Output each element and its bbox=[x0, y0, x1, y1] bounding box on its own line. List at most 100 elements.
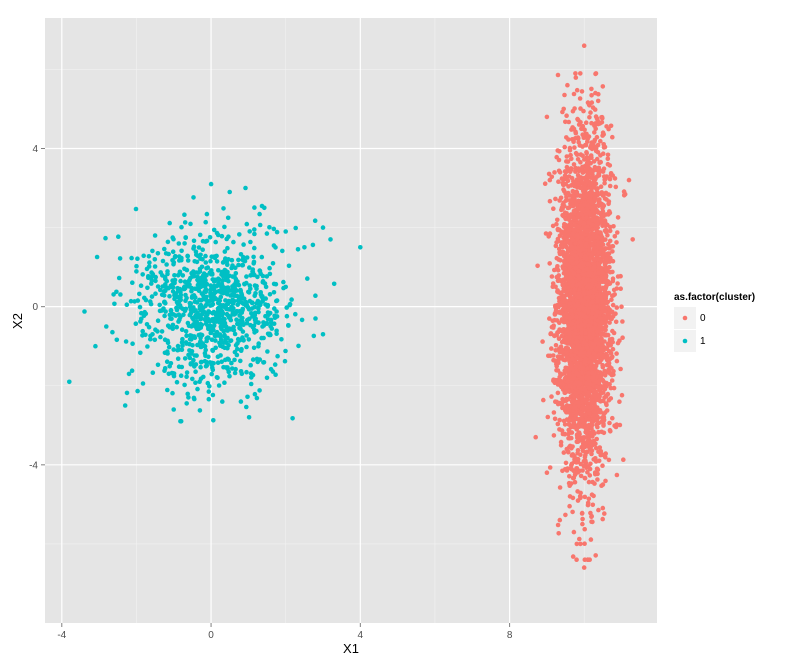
data-point-series-0 bbox=[553, 243, 559, 249]
data-point-series-1 bbox=[146, 275, 151, 281]
data-point-series-0 bbox=[607, 183, 613, 189]
data-point-series-0 bbox=[577, 419, 583, 425]
data-point-series-0 bbox=[557, 381, 563, 386]
data-point-series-1 bbox=[155, 251, 161, 256]
data-point-series-0 bbox=[565, 346, 571, 351]
data-point-series-0 bbox=[552, 170, 557, 175]
data-point-series-0 bbox=[591, 266, 596, 272]
data-point-series-0 bbox=[597, 385, 602, 391]
data-point-series-0 bbox=[611, 385, 617, 391]
data-point-series-0 bbox=[574, 541, 580, 547]
data-point-series-0 bbox=[612, 234, 618, 239]
data-point-series-0 bbox=[588, 193, 594, 198]
data-point-series-0 bbox=[581, 435, 586, 440]
data-point-series-0 bbox=[596, 203, 601, 209]
data-point-series-1 bbox=[195, 282, 201, 288]
data-point-series-1 bbox=[182, 212, 187, 217]
data-point-series-1 bbox=[237, 313, 242, 318]
data-point-series-0 bbox=[583, 330, 588, 336]
data-point-series-1 bbox=[153, 291, 158, 297]
data-point-series-1 bbox=[124, 302, 130, 308]
data-point-series-1 bbox=[222, 380, 227, 386]
data-point-series-1 bbox=[188, 310, 194, 316]
data-point-series-0 bbox=[580, 405, 586, 410]
data-point-series-0 bbox=[609, 372, 615, 378]
data-point-series-1 bbox=[263, 302, 268, 307]
data-point-series-1 bbox=[305, 276, 310, 281]
data-point-series-0 bbox=[579, 243, 584, 248]
data-point-series-1 bbox=[241, 242, 246, 247]
data-point-series-1 bbox=[259, 254, 265, 260]
data-point-series-0 bbox=[617, 399, 622, 405]
data-point-series-0 bbox=[569, 167, 574, 172]
data-point-series-0 bbox=[586, 309, 591, 315]
data-point-series-1 bbox=[241, 296, 247, 302]
data-point-series-1 bbox=[272, 362, 278, 367]
data-point-series-0 bbox=[575, 498, 581, 503]
data-point-series-0 bbox=[587, 473, 593, 478]
data-point-series-0 bbox=[586, 417, 592, 422]
data-point-series-0 bbox=[613, 319, 619, 325]
data-point-series-0 bbox=[603, 401, 609, 406]
data-point-series-1 bbox=[170, 390, 175, 396]
data-point-series-1 bbox=[224, 236, 229, 242]
data-point-series-1 bbox=[251, 254, 256, 260]
data-point-series-0 bbox=[611, 224, 616, 229]
data-point-series-1 bbox=[182, 266, 187, 272]
data-point-series-0 bbox=[603, 221, 608, 226]
data-point-series-1 bbox=[260, 273, 266, 279]
data-point-series-0 bbox=[620, 335, 625, 341]
data-point-series-1 bbox=[149, 281, 154, 286]
data-point-series-0 bbox=[587, 115, 592, 120]
data-point-series-0 bbox=[578, 252, 584, 257]
data-point-series-0 bbox=[558, 439, 564, 445]
data-point-series-0 bbox=[568, 201, 573, 206]
data-point-series-0 bbox=[618, 366, 623, 372]
data-point-series-0 bbox=[588, 110, 593, 115]
data-point-series-1 bbox=[282, 358, 288, 364]
data-point-series-0 bbox=[563, 119, 568, 125]
data-point-series-1 bbox=[187, 355, 193, 361]
data-point-series-1 bbox=[167, 220, 172, 226]
data-point-series-1 bbox=[155, 362, 161, 368]
data-point-series-1 bbox=[250, 324, 256, 330]
data-point-series-0 bbox=[574, 557, 579, 562]
data-point-series-0 bbox=[593, 234, 598, 240]
data-point-series-0 bbox=[603, 286, 608, 291]
data-point-series-0 bbox=[557, 427, 562, 432]
data-point-series-0 bbox=[575, 380, 581, 385]
data-point-series-0 bbox=[565, 82, 570, 88]
data-point-series-1 bbox=[150, 248, 155, 254]
data-point-series-0 bbox=[555, 72, 561, 78]
data-point-series-0 bbox=[591, 438, 597, 444]
data-point-series-0 bbox=[567, 403, 573, 409]
data-point-series-1 bbox=[164, 278, 170, 284]
data-point-series-0 bbox=[566, 119, 572, 125]
data-point-series-1 bbox=[265, 317, 271, 322]
data-point-series-0 bbox=[584, 161, 590, 166]
data-point-series-0 bbox=[564, 154, 570, 159]
data-point-series-0 bbox=[587, 466, 593, 472]
data-point-series-0 bbox=[608, 172, 614, 178]
data-point-series-0 bbox=[540, 339, 545, 344]
data-point-series-0 bbox=[608, 429, 613, 434]
data-point-series-0 bbox=[592, 481, 597, 486]
data-point-series-0 bbox=[572, 456, 577, 462]
data-point-series-1 bbox=[331, 281, 337, 287]
data-point-series-1 bbox=[159, 329, 165, 334]
data-point-series-0 bbox=[562, 232, 568, 238]
data-point-series-1 bbox=[185, 258, 191, 263]
data-point-series-1 bbox=[188, 221, 193, 227]
data-point-series-1 bbox=[193, 295, 198, 300]
data-point-series-1 bbox=[211, 227, 217, 233]
data-point-series-1 bbox=[134, 263, 139, 269]
data-point-series-1 bbox=[165, 338, 170, 344]
data-point-series-0 bbox=[594, 134, 600, 140]
data-point-series-0 bbox=[598, 348, 603, 353]
data-point-series-0 bbox=[577, 248, 583, 253]
data-point-series-1 bbox=[143, 332, 148, 338]
data-point-series-0 bbox=[586, 350, 592, 356]
data-point-series-0 bbox=[615, 274, 621, 279]
data-point-series-0 bbox=[595, 98, 601, 104]
data-point-series-1 bbox=[242, 281, 247, 287]
